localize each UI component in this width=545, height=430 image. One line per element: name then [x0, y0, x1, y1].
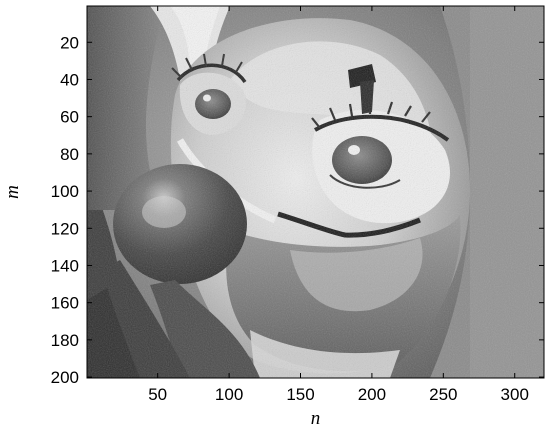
- y-tick-label: 40: [60, 70, 79, 89]
- clown-image: [87, 6, 544, 378]
- x-tick-label: 50: [148, 385, 167, 404]
- y-tick-label: 20: [60, 33, 79, 52]
- plot-frame: [86, 5, 545, 379]
- y-tick-label: 60: [60, 108, 79, 127]
- y-tick-label: 200: [51, 368, 79, 387]
- y-tick-label: 120: [51, 219, 79, 238]
- x-axis-ticks: 50 100 150 200 250 300: [148, 6, 529, 404]
- x-tick-label: 150: [286, 385, 314, 404]
- x-axis-label: n: [311, 408, 321, 429]
- x-tick-label: 250: [429, 385, 457, 404]
- x-tick-label: 300: [501, 385, 529, 404]
- y-tick-label: 140: [51, 256, 79, 275]
- y-tick-label: 160: [51, 294, 79, 313]
- y-axis-label: m: [2, 185, 23, 199]
- x-tick-label: 200: [358, 385, 386, 404]
- x-tick-label: 100: [215, 385, 243, 404]
- y-tick-label: 80: [60, 145, 79, 164]
- y-tick-label: 180: [51, 331, 79, 350]
- y-axis-ticks: 20 40 60 80 100 120 140 160 180 200: [51, 33, 544, 387]
- y-tick-label: 100: [51, 182, 79, 201]
